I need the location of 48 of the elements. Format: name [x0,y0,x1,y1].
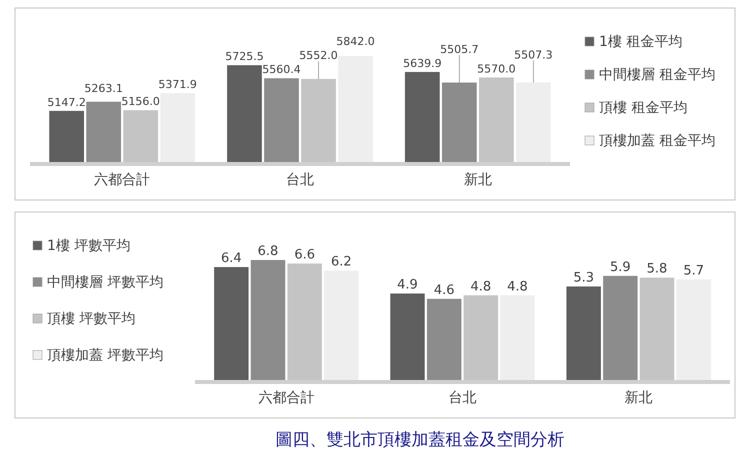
x-tick-label: 新北 [624,390,653,406]
text: 圖四、雙北市頂樓加蓋租金及空間分析 [276,430,564,450]
data-label: 4.6 [434,282,455,298]
data-label: 5.3 [573,270,594,286]
bar [426,298,462,380]
data-label: 5147.2 [47,96,86,109]
data-label: 5507.3 [514,48,553,62]
legend-label: 中間樓層 坪數平均 [47,274,164,290]
data-label: 4.8 [507,279,528,294]
bar [676,279,711,380]
bar [390,294,425,380]
legend-label: 1樓 租金平均 [599,34,682,50]
x-tick-label: 六都合計 [258,390,314,406]
data-label: 5371.9 [158,78,197,92]
data-label: 5570.0 [477,62,516,76]
data-label: 6.8 [258,244,278,259]
bar [250,260,286,380]
data-label: 5.7 [683,263,704,278]
legend-label: 中間樓層 租金平均 [599,67,716,83]
data-label: 5552.0 [299,49,338,62]
legend-label: 頂樓 租金平均 [599,100,688,116]
data-label: 5.9 [610,260,631,275]
bar [324,270,359,380]
data-label: 5156.0 [121,95,160,108]
data-label: 6.4 [220,251,242,266]
data-label: 5560.4 [262,63,301,76]
data-label: 4.8 [470,279,492,294]
data-label: 6.6 [294,248,315,263]
data-label: 5639.9 [403,56,442,70]
bar [500,295,535,380]
bar [566,286,601,380]
legend-label: 1樓 坪數平均 [47,238,130,254]
data-label: 5842.0 [336,35,375,48]
x-tick-label: 新北 [464,172,492,188]
bar [214,267,249,380]
data-label: 5505.7 [440,42,479,56]
data-label: 5.8 [646,262,668,277]
legend-label: 頂樓 坪數平均 [47,311,136,327]
bar [603,276,638,380]
x-tick-label: 台北 [448,390,476,406]
data-label: 5263.1 [84,82,123,95]
data-label: 5725.5 [225,50,264,64]
x-tick-label: 台北 [286,172,314,188]
data-label: 6.2 [330,254,352,270]
data-label: 4.9 [397,278,418,293]
x-tick-label: 六都合計 [94,172,150,188]
legend-label: 頂樓加蓋 租金平均 [599,133,716,149]
legend-label: 頂樓加蓋 坪數平均 [47,348,164,364]
